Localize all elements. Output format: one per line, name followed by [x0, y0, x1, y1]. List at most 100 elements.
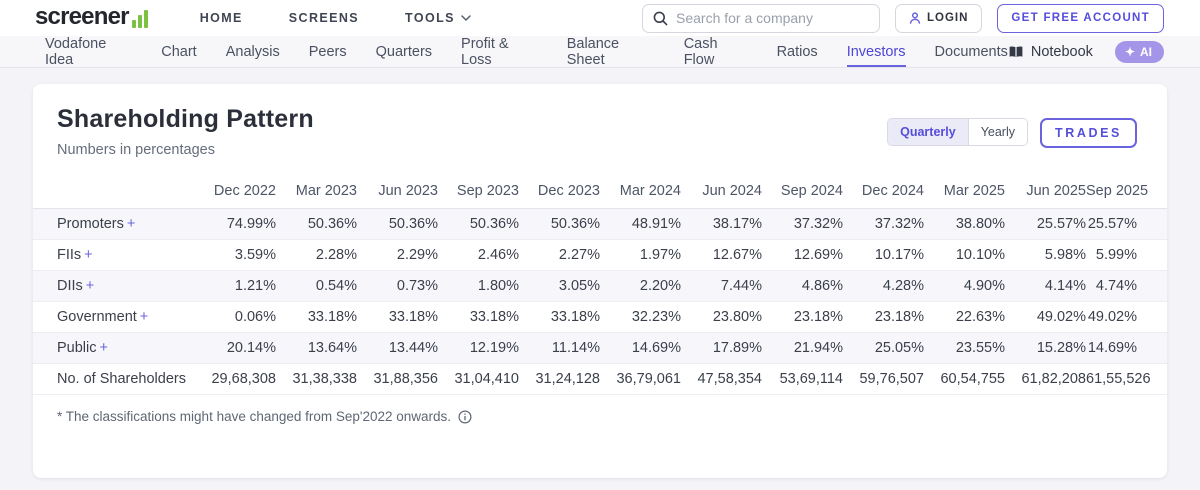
- chevron-down-icon: [461, 15, 471, 21]
- cell-value: 3.59%: [234, 247, 276, 263]
- cell-value: 33.18%: [469, 309, 519, 325]
- page-body: Shareholding Pattern Numbers in percenta…: [0, 68, 1200, 490]
- company-tabs: Vodafone Idea Chart Analysis Peers Quarters P…: [45, 35, 1008, 68]
- footnote: * The classifications might have changed…: [33, 395, 1167, 424]
- signup-label: GET FREE ACCOUNT: [1011, 12, 1150, 24]
- column-header-sep-2024: Sep 2024: [762, 176, 843, 209]
- book-icon: [1008, 45, 1024, 59]
- cell-value: 60,54,755: [940, 371, 1005, 387]
- cell-value: 53,69,114: [779, 371, 843, 387]
- cell-value: 47,58,354: [697, 371, 762, 387]
- cell-value: 0.54%: [315, 278, 357, 294]
- tab-vodafone-idea[interactable]: Vodafone Idea: [45, 35, 107, 68]
- cell-value: 23.18%: [793, 309, 843, 325]
- cell-value: 25.05%: [874, 340, 924, 356]
- cell-value: 2.27%: [558, 247, 600, 263]
- row-label[interactable]: Government +: [57, 309, 149, 325]
- tab-investors[interactable]: Investors: [846, 36, 906, 67]
- expand-plus-icon[interactable]: +: [85, 278, 95, 294]
- column-header-sep-2025: Sep 2025: [1086, 176, 1167, 209]
- toggle-quarterly[interactable]: Quarterly: [888, 119, 968, 145]
- cell-value: 22.63%: [955, 309, 1005, 325]
- cell-value: 59,76,507: [859, 371, 924, 387]
- cell-value: 2.20%: [639, 278, 681, 294]
- cell-value: 5.98%: [1044, 247, 1086, 263]
- column-header-empty: [33, 176, 195, 209]
- tab-profit-loss[interactable]: Profit & Loss: [461, 35, 509, 68]
- cell-value: 11.14%: [551, 340, 600, 356]
- cell-value: 5.99%: [1095, 247, 1137, 263]
- row-label[interactable]: FIIs +: [57, 247, 93, 263]
- expand-plus-icon[interactable]: +: [126, 216, 136, 232]
- table-header-row: Dec 2022 Mar 2023 Jun 2023 Sep 2023 Dec 2023…: [33, 176, 1167, 209]
- nav-screens[interactable]: SCREENS: [288, 11, 360, 25]
- cell-value: 14.69%: [631, 340, 681, 356]
- subtitle: Numbers in percentages: [57, 142, 215, 158]
- main-nav: HOME SCREENS TOOLS: [200, 11, 471, 25]
- toggle-yearly[interactable]: Yearly: [967, 119, 1027, 145]
- top-header: screener HOME SCREENS TOOLS LOGIN GET FREE…: [0, 0, 1200, 36]
- trades-button[interactable]: TRADES: [1040, 118, 1137, 148]
- expand-plus-icon[interactable]: +: [99, 340, 108, 356]
- expand-plus-icon[interactable]: +: [139, 309, 149, 325]
- column-header-dec-2023: Dec 2023: [519, 176, 600, 209]
- row-label[interactable]: Promoters +: [57, 216, 136, 232]
- nav-tools[interactable]: TOOLS: [405, 11, 471, 25]
- search-box[interactable]: [642, 3, 880, 33]
- cell-value: 2.29%: [396, 247, 438, 263]
- table-row-no-of-shareholders: No. of Shareholders 29,68,308 31,38,338 31,…: [33, 364, 1167, 395]
- tab-quarters[interactable]: Quarters: [375, 43, 433, 60]
- cell-value: 4.74%: [1095, 278, 1137, 294]
- tab-analysis[interactable]: Analysis: [225, 43, 280, 60]
- tab-peers[interactable]: Peers: [308, 43, 347, 60]
- cell-value: 33.18%: [307, 309, 357, 325]
- tab-cash-flow[interactable]: Cash Flow: [683, 35, 718, 68]
- ai-button[interactable]: ✦ AI: [1114, 40, 1164, 63]
- cell-value: 50.36%: [388, 216, 438, 232]
- table-row-diis: DIIs + 1.21% 0.54% 0.73% 1.80% 3.05% 2.20% 7.44%…: [33, 270, 1167, 302]
- tab-chart[interactable]: Chart: [161, 43, 197, 60]
- ai-label: AI: [1140, 44, 1152, 59]
- row-label: No. of Shareholders: [57, 371, 186, 387]
- cell-value: 12.19%: [469, 340, 519, 356]
- tab-ratios[interactable]: Ratios: [776, 43, 818, 60]
- get-free-account-button[interactable]: GET FREE ACCOUNT: [997, 3, 1164, 33]
- nav-home[interactable]: HOME: [199, 11, 243, 25]
- cell-value: 33.18%: [388, 309, 438, 325]
- person-icon: [909, 12, 921, 24]
- row-label[interactable]: DIIs +: [57, 278, 95, 294]
- shareholding-table: Dec 2022 Mar 2023 Jun 2023 Sep 2023 Dec 2023…: [33, 176, 1167, 395]
- cell-value: 48.91%: [631, 216, 681, 232]
- cell-value: 10.10%: [955, 247, 1005, 263]
- cell-value: 25.57%: [1036, 216, 1086, 232]
- tab-documents[interactable]: Documents: [934, 43, 1008, 60]
- info-icon[interactable]: [458, 409, 472, 424]
- cell-value: 1.80%: [477, 278, 519, 294]
- table-row-fiis: FIIs + 3.59% 2.28% 2.29% 2.46% 2.27% 1.97% 12.67…: [33, 240, 1167, 271]
- cell-value: 7.44%: [720, 278, 762, 294]
- tab-balance-sheet[interactable]: Balance Sheet: [566, 35, 620, 68]
- login-button[interactable]: LOGIN: [895, 3, 983, 33]
- cell-value: 31,04,410: [454, 371, 519, 387]
- cell-value: 23.18%: [874, 309, 924, 325]
- table-row-government: Government + 0.06% 33.18% 33.18% 33.18% 33.18%…: [33, 302, 1167, 333]
- logo-text: screener: [35, 3, 129, 30]
- cell-value: 49.02%: [1087, 309, 1137, 325]
- cell-value: 50.36%: [307, 216, 357, 232]
- search-icon: [653, 11, 668, 26]
- expand-plus-icon[interactable]: +: [84, 247, 93, 263]
- row-label[interactable]: Public +: [57, 340, 108, 356]
- search-input[interactable]: [676, 10, 869, 26]
- column-header-mar-2025: Mar 2025: [924, 176, 1005, 209]
- company-nav-right: Notebook ✦ AI: [1008, 40, 1164, 63]
- cell-value: 17.89%: [712, 340, 762, 356]
- cell-value: 14.69%: [1087, 340, 1137, 356]
- cell-value: 0.73%: [396, 278, 438, 294]
- notebook-button[interactable]: Notebook: [1008, 44, 1093, 60]
- cell-value: 1.21%: [234, 278, 276, 294]
- logo[interactable]: screener: [35, 5, 148, 31]
- title-block: Shareholding Pattern Numbers in percenta…: [57, 105, 314, 158]
- cell-value: 37.32%: [793, 216, 843, 232]
- cell-value: 33.18%: [550, 309, 600, 325]
- cell-value: 20.14%: [226, 340, 276, 356]
